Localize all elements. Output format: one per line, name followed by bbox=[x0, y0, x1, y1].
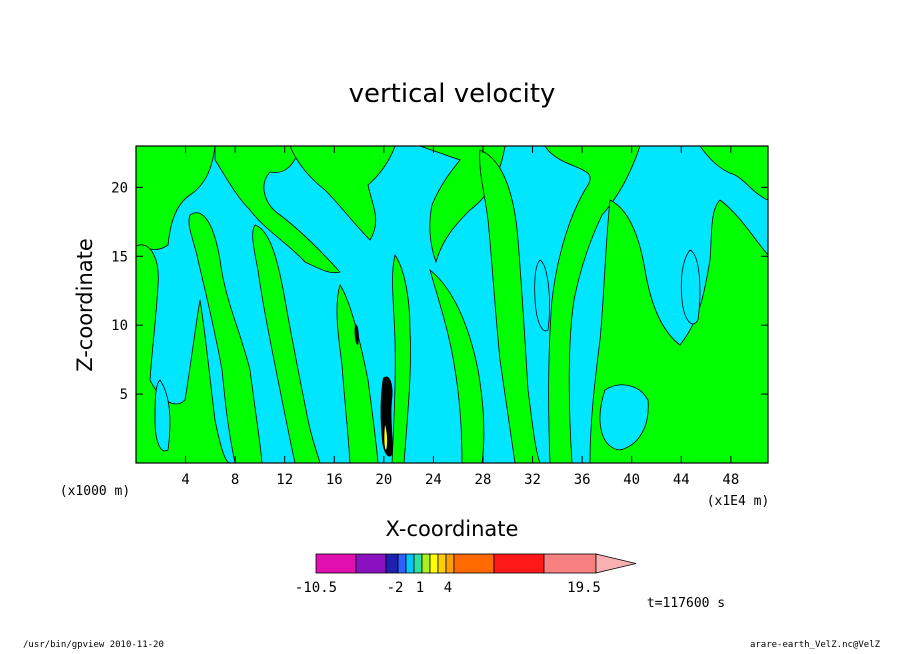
colorbar-segment-11 bbox=[493, 553, 545, 574]
chart-title: vertical velocity bbox=[349, 79, 556, 109]
y-tick-label-1: 10 bbox=[111, 318, 128, 334]
contour-island-2 bbox=[680, 249, 701, 325]
y-axis-label: Z-coordinate bbox=[73, 238, 97, 372]
x-tick-label-7: 32 bbox=[524, 472, 541, 488]
time-label: t=117600 s bbox=[647, 596, 725, 611]
colorbar-segment-10 bbox=[453, 553, 495, 574]
colorbar-segment-2 bbox=[385, 553, 399, 574]
colorbar-segment-3 bbox=[397, 553, 407, 574]
contour-islands bbox=[154, 249, 701, 452]
x-tick-label-10: 44 bbox=[673, 472, 690, 488]
x-tick-label-3: 16 bbox=[326, 472, 343, 488]
x-tick-label-0: 4 bbox=[181, 472, 189, 488]
colorbar-labels: -10.5 -2 1 4 19.5 bbox=[295, 580, 601, 596]
x-tick-label-8: 36 bbox=[574, 472, 591, 488]
contour-region-right-arc bbox=[429, 268, 485, 463]
contour-region-upper-mid bbox=[289, 146, 396, 241]
contour-region-mid-right bbox=[479, 149, 541, 463]
x-tick-label-1: 8 bbox=[231, 472, 239, 488]
footer-left: /usr/bin/gpview 2010-11-20 bbox=[23, 640, 164, 650]
contour-region-core-band bbox=[336, 284, 379, 463]
x-tick-label-2: 12 bbox=[276, 472, 293, 488]
colorbar-segment-7 bbox=[429, 553, 439, 574]
colorbar-arrow bbox=[595, 553, 637, 574]
y-tick-label-3: 20 bbox=[111, 180, 128, 196]
plot-frame bbox=[135, 145, 769, 464]
footer-right: arare-earth_VelZ.nc@VelZ bbox=[749, 640, 880, 650]
updraft-core-main bbox=[380, 376, 393, 457]
colorbar bbox=[315, 553, 637, 574]
y-axis: 5 10 15 20 bbox=[111, 180, 768, 403]
updraft-core-upper bbox=[354, 324, 359, 345]
colorbar-segment-5 bbox=[413, 553, 423, 574]
colorbar-label-1: -2 bbox=[387, 580, 404, 596]
y-tick-label-0: 5 bbox=[120, 387, 128, 403]
x-tick-label-9: 40 bbox=[623, 472, 640, 488]
x-tick-label-4: 20 bbox=[375, 472, 392, 488]
contour-island-1 bbox=[599, 384, 649, 451]
contour-region-upper-left-arc bbox=[214, 146, 341, 274]
colorbar-segment-0 bbox=[315, 553, 357, 574]
contour-region-left-band bbox=[188, 212, 263, 463]
colorbar-segment-8 bbox=[437, 553, 447, 574]
y-tick-label-2: 15 bbox=[111, 249, 128, 265]
colorbar-segment-6 bbox=[421, 553, 431, 574]
contour-island-3 bbox=[534, 259, 550, 332]
x-tick-label-11: 48 bbox=[722, 472, 739, 488]
updraft-core bbox=[354, 324, 393, 457]
colorbar-segment-1 bbox=[355, 553, 387, 574]
x-tick-label-6: 28 bbox=[475, 472, 492, 488]
colorbar-label-4: 19.5 bbox=[567, 580, 601, 596]
x-tick-label-5: 24 bbox=[425, 472, 442, 488]
colorbar-segment-9 bbox=[445, 553, 455, 574]
updraft-core-inner bbox=[384, 425, 388, 450]
colorbar-label-0: -10.5 bbox=[295, 580, 337, 596]
y-axis-units: (x1000 m) bbox=[60, 484, 130, 499]
contour-region-far-right-top bbox=[699, 146, 768, 201]
colorbar-segment-12 bbox=[543, 553, 597, 574]
colorbar-label-2: 1 bbox=[416, 580, 424, 596]
colorbar-label-3: 4 bbox=[444, 580, 452, 596]
contour-region-mid-left bbox=[252, 224, 321, 463]
x-axis-units: (x1E4 m) bbox=[707, 494, 770, 509]
x-axis: 4 8 12 16 20 24 28 32 36 40 44 48 bbox=[181, 146, 739, 488]
x-axis-label: X-coordinate bbox=[386, 517, 519, 541]
colorbar-segment-4 bbox=[405, 553, 415, 574]
contour-region-core-right bbox=[391, 254, 411, 463]
contour-island-4 bbox=[154, 379, 171, 452]
